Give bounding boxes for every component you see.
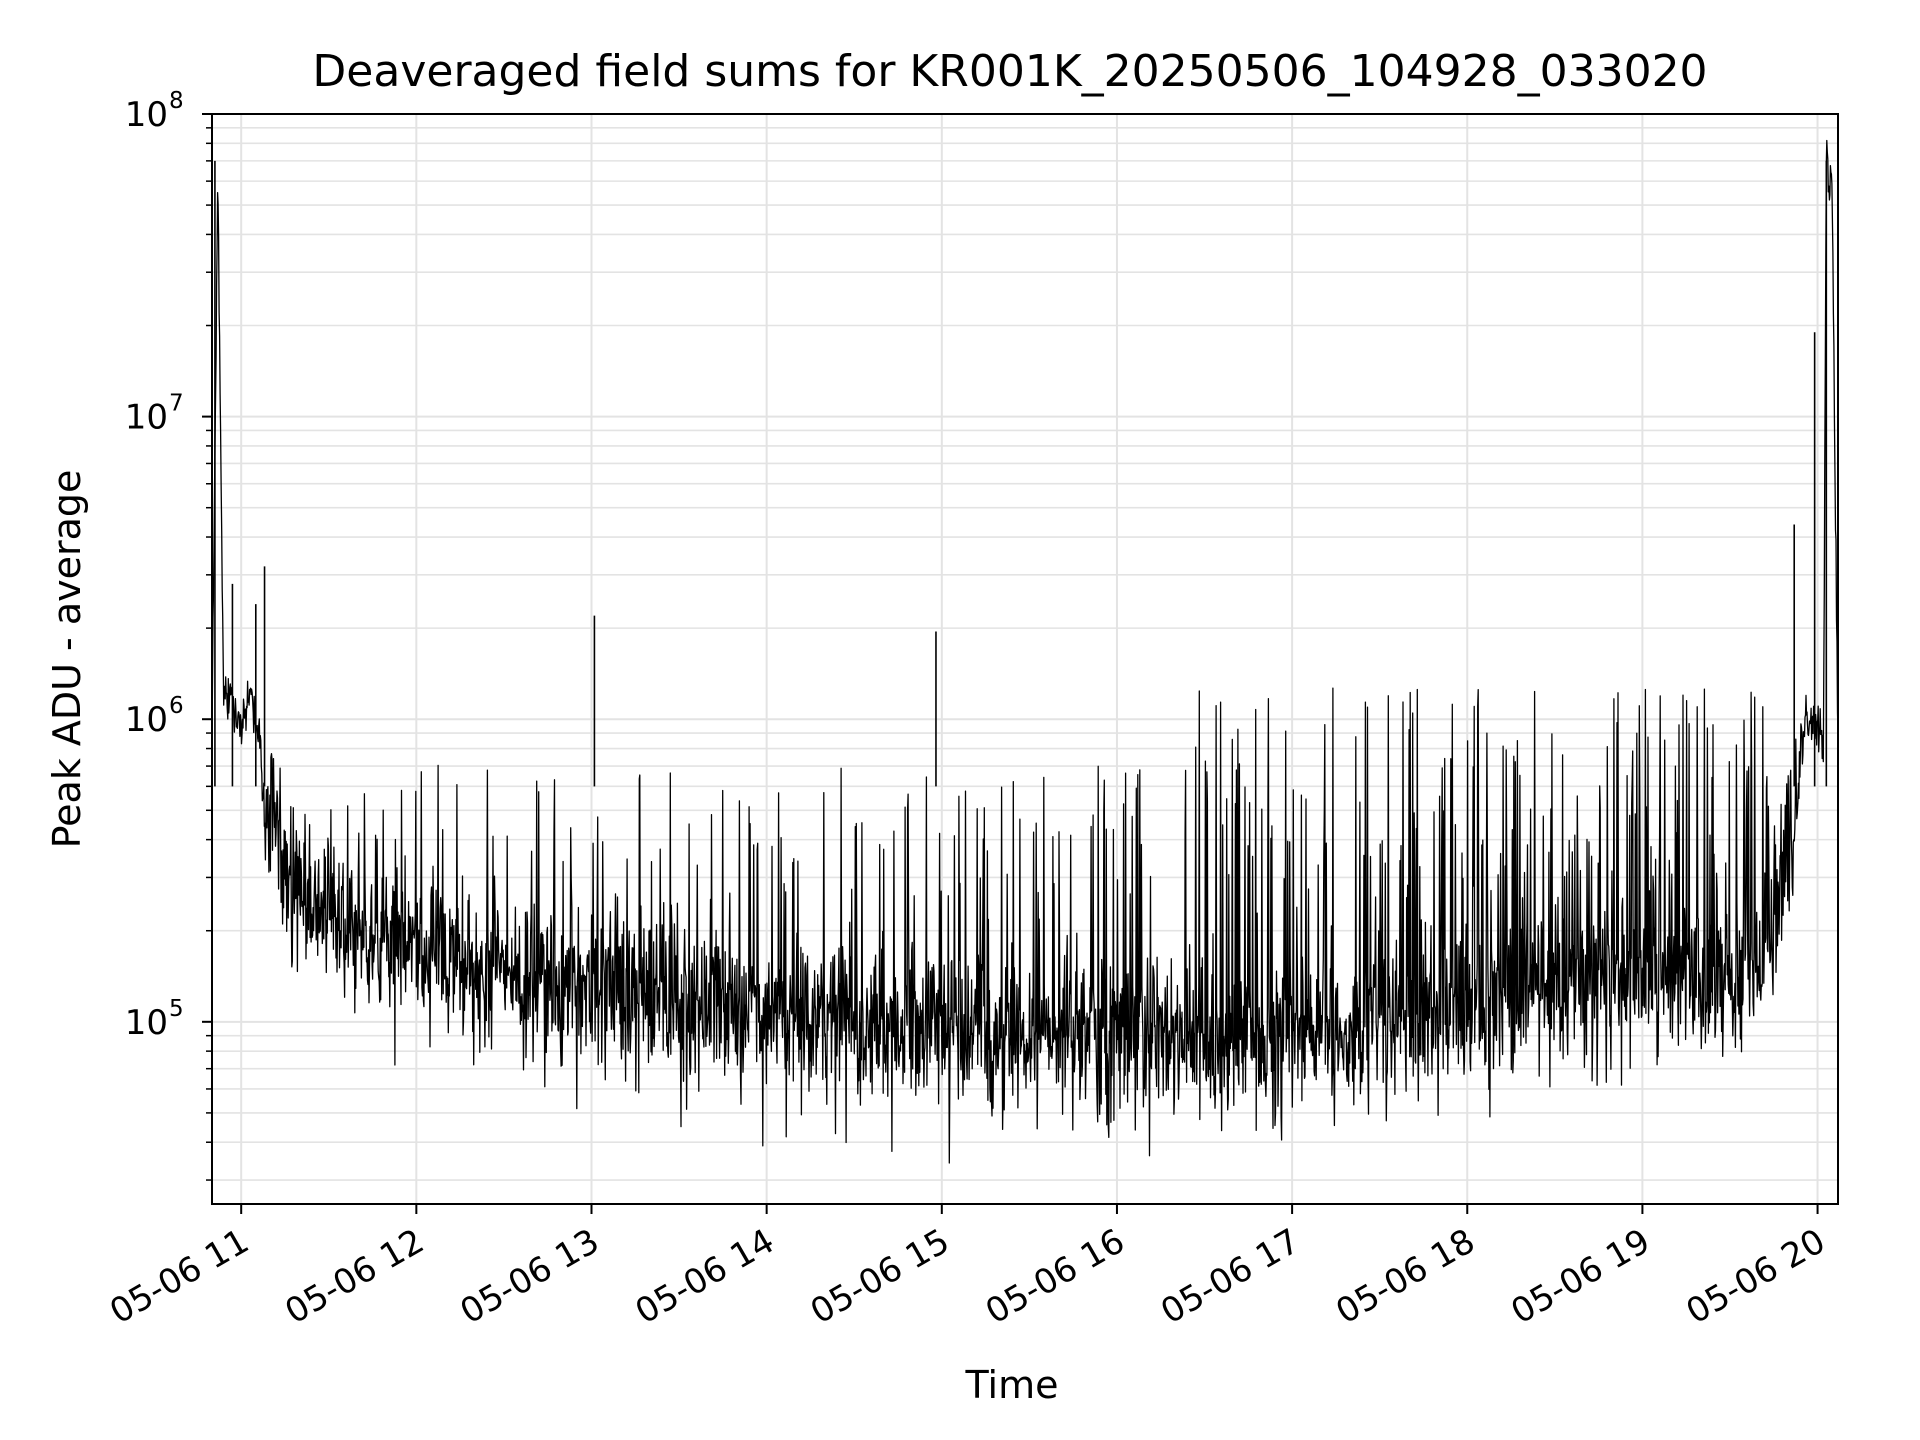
chart-title: Deaveraged field sums for KR001K_2025050…	[312, 46, 1707, 97]
y-tick-label-exponent: 7	[169, 391, 184, 417]
y-tick-label-exponent: 6	[169, 693, 184, 719]
y-tick-label: 10 5	[125, 996, 184, 1043]
y-tick-label-base: 10	[125, 398, 168, 438]
y-tick-label-base: 10	[125, 1003, 168, 1043]
y-tick-label-exponent: 5	[169, 996, 184, 1022]
y-tick-label-exponent: 8	[169, 88, 184, 114]
y-tick-label-base: 10	[125, 700, 168, 740]
plot-frame	[211, 113, 1839, 1205]
y-tick-label-base: 10	[125, 95, 168, 135]
grid-lines	[212, 114, 1838, 1204]
x-axis-label: Time	[965, 1363, 1059, 1407]
data-series	[212, 139, 1838, 1164]
y-axis-label: Peak ADU - average	[45, 470, 89, 849]
y-tick-label: 10 6	[125, 693, 184, 740]
y-tick-label: 10 8	[125, 88, 184, 135]
y-tick-label: 10 7	[125, 391, 184, 438]
series-line-0	[212, 139, 1838, 1164]
